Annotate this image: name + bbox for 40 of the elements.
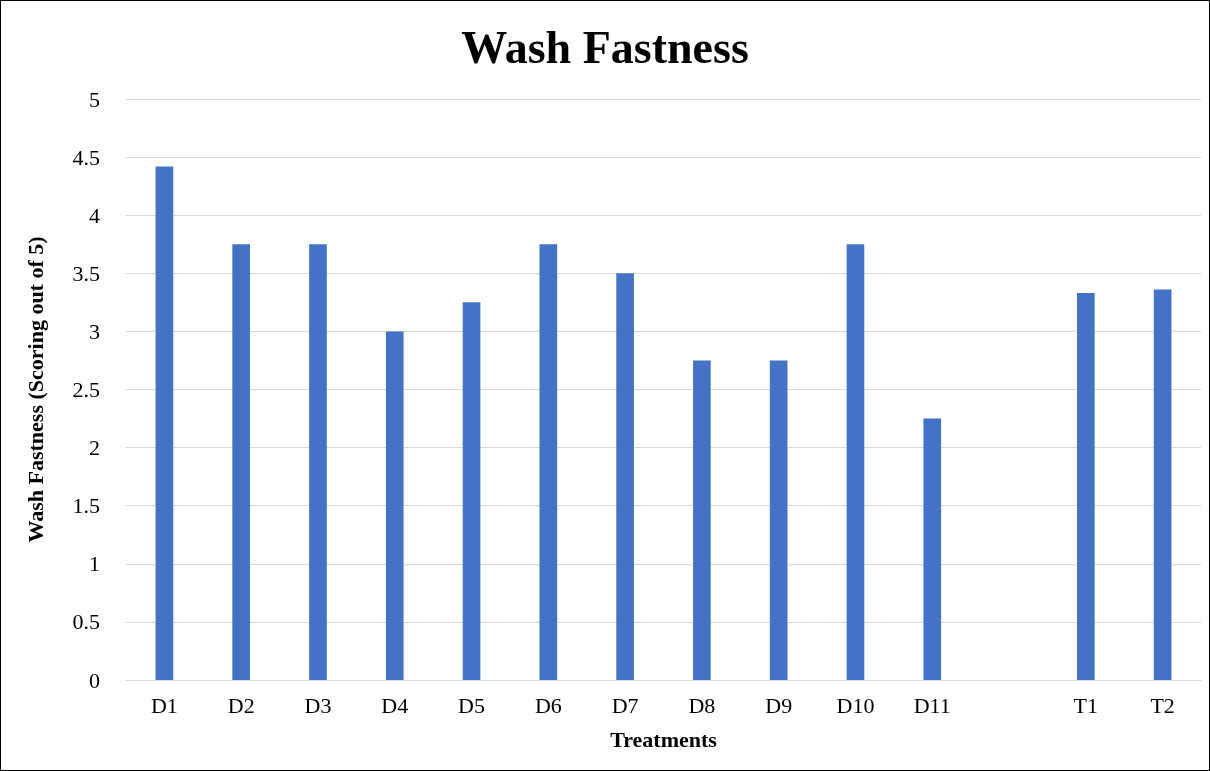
bar	[1076, 293, 1095, 680]
x-axis-title: Treatments	[610, 726, 718, 752]
bar	[923, 418, 942, 680]
y-tick-label: 1.5	[72, 493, 100, 519]
bar	[462, 302, 481, 680]
y-tick-label: 0.5	[72, 609, 100, 635]
chart-title: Wash Fastness	[461, 21, 749, 73]
x-tick-label: T1	[1073, 692, 1099, 718]
bar	[846, 244, 865, 680]
x-tick-label: D11	[913, 692, 951, 718]
x-tick-label: D7	[611, 692, 639, 718]
y-tick-label: 2	[89, 435, 100, 461]
bar	[539, 244, 558, 680]
y-tick-label: 0	[89, 667, 100, 693]
x-tick-label: D10	[836, 692, 875, 718]
bar	[616, 273, 634, 680]
x-tick-label: T2	[1150, 692, 1175, 718]
y-tick-label: 4	[89, 202, 100, 228]
y-tick-label: 3.5	[72, 260, 100, 286]
x-tick-label: D8	[688, 692, 716, 718]
x-tick-label: D6	[534, 692, 562, 718]
bar	[1153, 289, 1172, 680]
y-tick-label: 4.5	[72, 144, 100, 170]
bar	[155, 166, 174, 680]
x-tick-label: D2	[227, 692, 255, 718]
x-tick-label: D3	[304, 692, 332, 718]
x-tick-label: D4	[381, 692, 409, 718]
x-tick-label: D9	[765, 692, 793, 718]
bar	[769, 360, 788, 680]
x-tick-label: D5	[458, 692, 485, 718]
x-tick-label: D1	[150, 692, 178, 718]
y-tick-label: 5	[89, 86, 100, 112]
y-tick-label: 2.5	[72, 377, 100, 402]
bar	[232, 244, 251, 680]
bar	[385, 331, 404, 680]
y-tick-label: 3	[89, 318, 100, 344]
bar	[309, 244, 327, 680]
y-tick-label: 1	[89, 551, 100, 577]
bar	[693, 360, 711, 680]
y-axis-title: Wash Fastness (Scoring out of 5)	[22, 236, 48, 543]
